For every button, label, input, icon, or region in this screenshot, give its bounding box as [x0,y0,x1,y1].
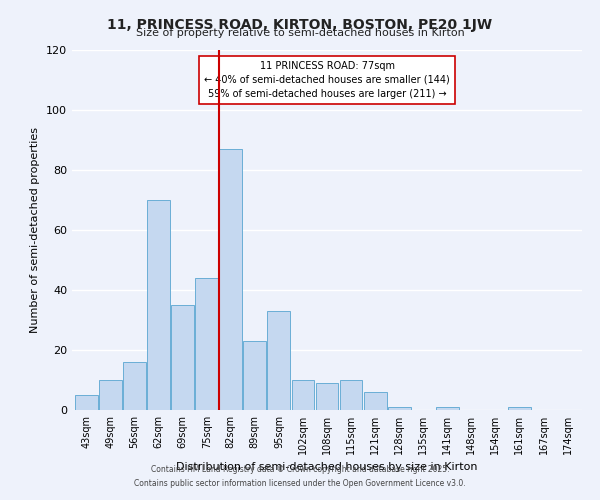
Bar [268,311,290,410]
Text: Size of property relative to semi-detached houses in Kirton: Size of property relative to semi-detach… [136,28,464,38]
Bar [340,380,362,410]
Bar [195,278,218,410]
Bar [99,380,122,410]
Bar [436,407,459,410]
Bar [508,407,531,410]
Bar [123,362,146,410]
Text: 11 PRINCESS ROAD: 77sqm
← 40% of semi-detached houses are smaller (144)
59% of s: 11 PRINCESS ROAD: 77sqm ← 40% of semi-de… [204,61,450,99]
Bar [292,380,314,410]
Bar [75,395,98,410]
Bar [171,305,194,410]
X-axis label: Distribution of semi-detached houses by size in Kirton: Distribution of semi-detached houses by … [176,462,478,472]
Bar [220,149,242,410]
Text: Contains HM Land Registry data © Crown copyright and database right 2025.
Contai: Contains HM Land Registry data © Crown c… [134,466,466,487]
Bar [364,392,386,410]
Y-axis label: Number of semi-detached properties: Number of semi-detached properties [31,127,40,333]
Bar [316,383,338,410]
Bar [388,407,410,410]
Bar [244,341,266,410]
Text: 11, PRINCESS ROAD, KIRTON, BOSTON, PE20 1JW: 11, PRINCESS ROAD, KIRTON, BOSTON, PE20 … [107,18,493,32]
Bar [147,200,170,410]
